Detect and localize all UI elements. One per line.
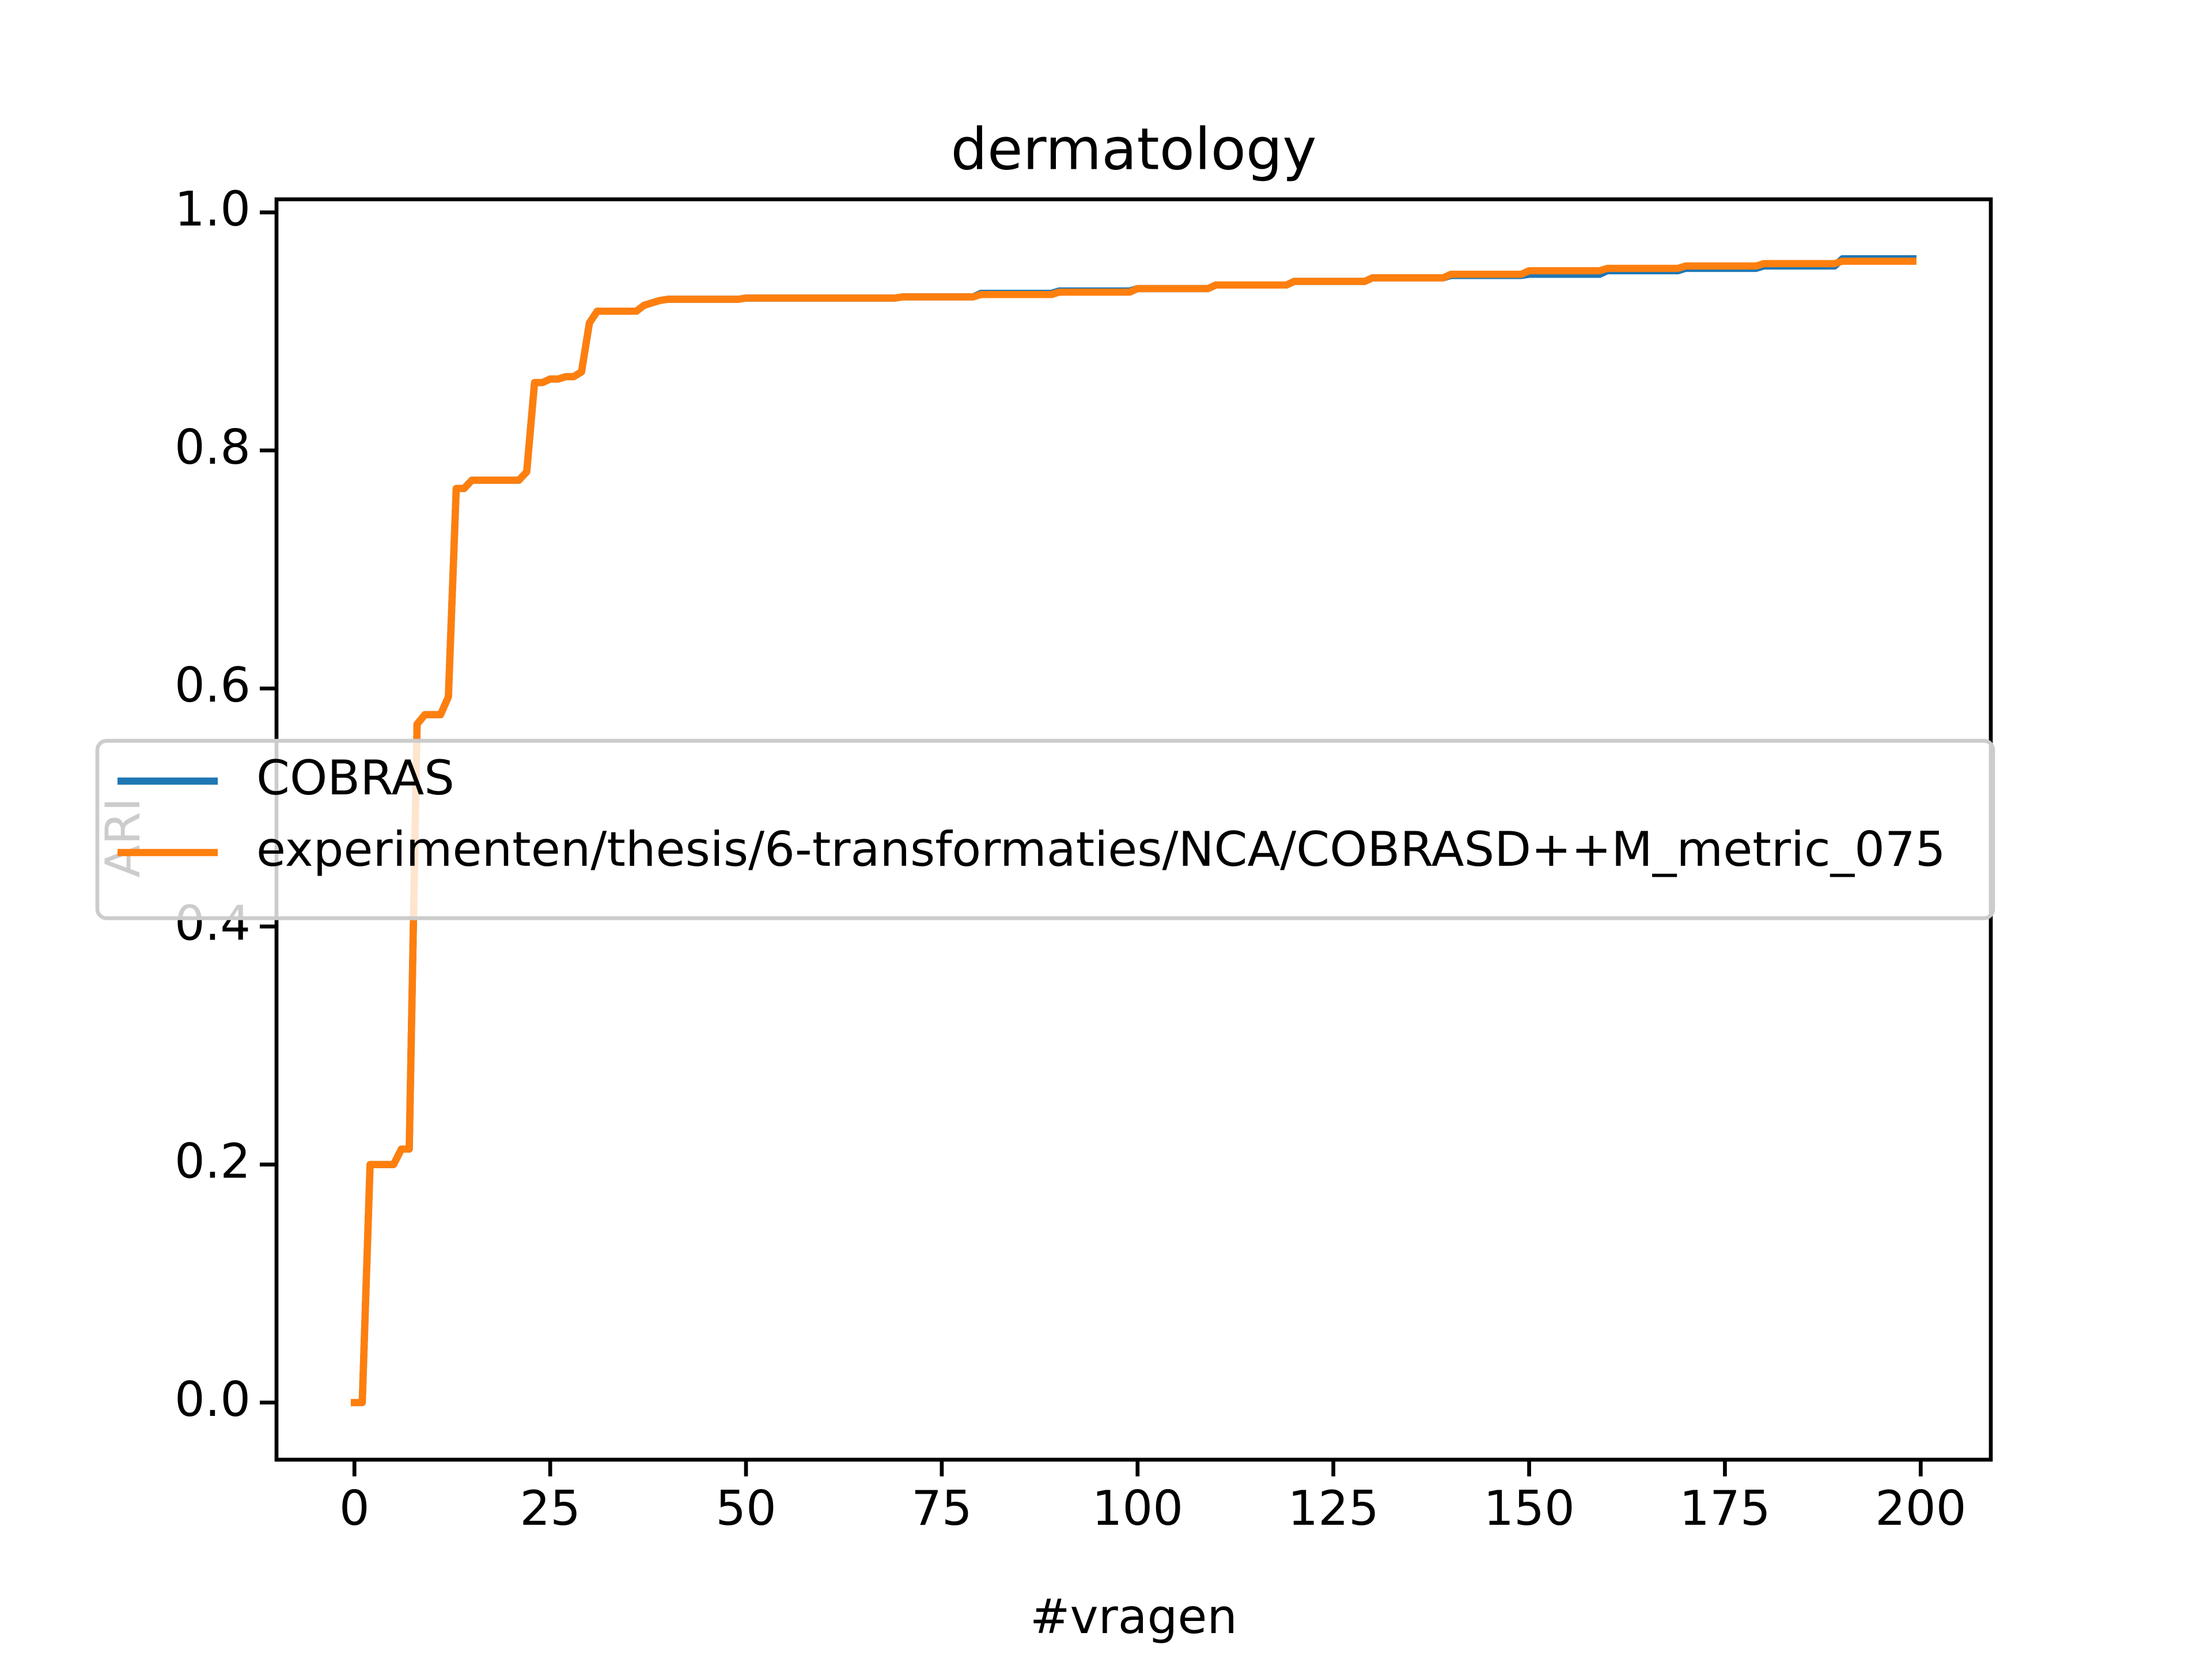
legend: COBRAS experimenten/thesis/6-transformati… bbox=[95, 738, 1995, 921]
x-tick-label: 25 bbox=[520, 1480, 581, 1536]
x-axis-label: #vragen bbox=[1030, 1589, 1237, 1645]
y-tick-label: 0.2 bbox=[175, 1134, 251, 1190]
x-tick-label: 75 bbox=[911, 1480, 972, 1536]
x-tick-label: 0 bbox=[339, 1480, 370, 1536]
chart-title: dermatology bbox=[950, 115, 1316, 183]
x-tick-label: 200 bbox=[1875, 1480, 1966, 1536]
y-tick-label: 1.0 bbox=[175, 181, 251, 237]
x-tick-label: 125 bbox=[1287, 1480, 1378, 1536]
x-tick-label: 100 bbox=[1092, 1480, 1183, 1536]
legend-label: COBRAS bbox=[256, 750, 454, 806]
y-tick-label: 0.6 bbox=[175, 657, 251, 713]
y-tick-label: 0.8 bbox=[175, 419, 251, 475]
y-tick-label: 0.0 bbox=[175, 1372, 251, 1427]
data-line bbox=[351, 257, 1916, 1407]
legend-box bbox=[95, 738, 1995, 921]
x-tick-label: 50 bbox=[715, 1480, 777, 1536]
x-tick-label: 150 bbox=[1483, 1480, 1574, 1536]
x-tick-label: 175 bbox=[1679, 1480, 1770, 1536]
legend-label: experimenten/thesis/6-transformaties/NCA… bbox=[256, 821, 1946, 877]
